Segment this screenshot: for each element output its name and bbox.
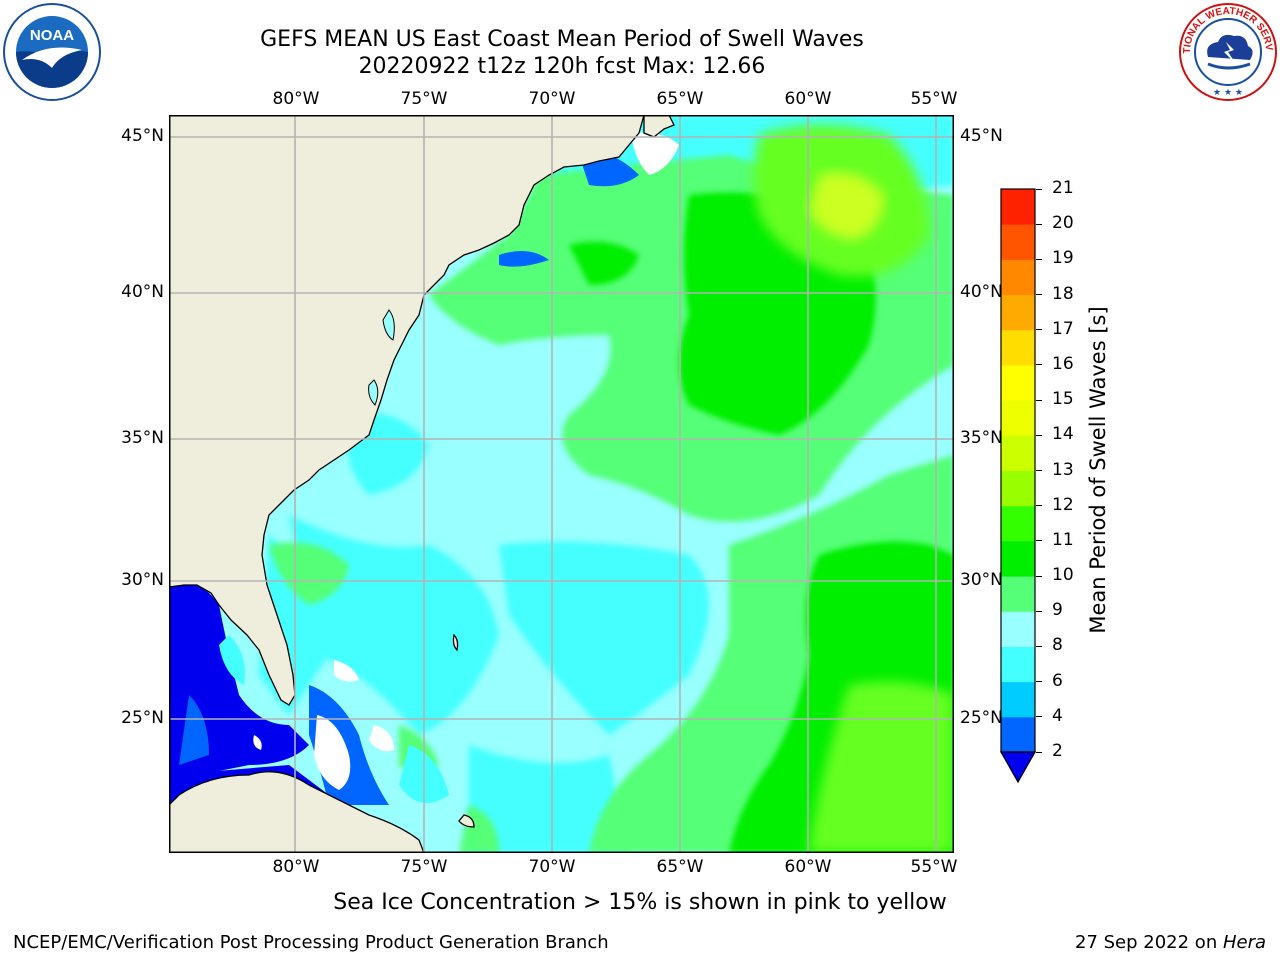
colorbar-segment <box>1001 224 1035 260</box>
lon-label-bottom-70w: 70°W <box>528 857 576 877</box>
colorbar-tick-mark <box>1036 399 1042 401</box>
colorbar-tick-mark <box>1036 188 1042 190</box>
lat-label-right-45n: 45°N <box>960 126 1003 146</box>
colorbar-segment <box>1001 329 1035 366</box>
colorbar-segment <box>1001 505 1035 542</box>
colorbar-segment <box>1001 435 1035 471</box>
swell-period-map <box>169 115 954 853</box>
colorbar-tick-label: 9 <box>1052 600 1063 621</box>
colorbar-tick-label: 11 <box>1052 529 1074 550</box>
colorbar-tick-mark <box>1036 681 1042 683</box>
inland-water <box>368 309 395 406</box>
colorbar-tick-label: 20 <box>1052 213 1074 234</box>
lat-label-right-30n: 30°N <box>960 570 1003 590</box>
lat-label-left-45n: 45°N <box>121 126 164 146</box>
footer-left: NCEP/EMC/Verification Post Processing Pr… <box>13 932 609 953</box>
colorbar-tick-label: 21 <box>1052 178 1074 198</box>
footer-date: 27 Sep 2022 on <box>1075 932 1223 953</box>
colorbar-tick-mark <box>1036 434 1042 436</box>
svg-text:★ ★ ★: ★ ★ ★ <box>1213 88 1243 98</box>
colorbar-tick-mark <box>1036 610 1042 612</box>
colorbar-tick-label: 14 <box>1052 424 1074 445</box>
colorbar-tick-label: 10 <box>1052 565 1074 586</box>
map-area <box>169 115 954 853</box>
lat-label-left-35n: 35°N <box>121 428 164 448</box>
colorbar-segment <box>1001 611 1035 647</box>
lat-label-left-40n: 40°N <box>121 282 164 302</box>
lon-label-top-65w: 65°W <box>656 89 704 109</box>
colorbar-tick-label: 4 <box>1052 705 1063 726</box>
colorbar-tick-label: 15 <box>1052 389 1074 410</box>
colorbar-segment <box>1001 259 1035 296</box>
lon-label-bottom-55w: 55°W <box>910 857 958 877</box>
lat-label-right-40n: 40°N <box>960 282 1003 302</box>
colorbar-tick-mark <box>1036 751 1042 753</box>
colorbar-tick-label: 19 <box>1052 248 1074 269</box>
lon-label-top-75w: 75°W <box>400 89 448 109</box>
sea-ice-note: Sea Ice Concentration > 15% is shown in … <box>0 890 1280 915</box>
colorbar-tick-label: 13 <box>1052 459 1074 480</box>
colorbar-tick-mark <box>1036 258 1042 260</box>
colorbar-segment <box>1001 576 1035 612</box>
lon-label-top-70w: 70°W <box>528 89 576 109</box>
lat-label-right-35n: 35°N <box>960 428 1003 448</box>
map-title: GEFS MEAN US East Coast Mean Period of S… <box>260 27 864 52</box>
lon-label-top-55w: 55°W <box>910 89 958 109</box>
lon-label-bottom-65w: 65°W <box>656 857 704 877</box>
colorbar-tick-mark <box>1036 540 1042 542</box>
colorbar <box>999 188 1037 784</box>
land-masses <box>169 115 675 853</box>
colorbar-segment <box>1001 294 1035 331</box>
colorbar-tick-label: 17 <box>1052 318 1074 339</box>
colorbar-tick-mark <box>1036 329 1042 331</box>
lon-label-bottom-60w: 60°W <box>784 857 832 877</box>
colorbar-tick-mark <box>1036 505 1042 507</box>
colorbar-segment <box>1001 681 1035 718</box>
colorbar-tick-mark <box>1036 645 1042 647</box>
noaa-logo-text: NOAA <box>30 27 74 44</box>
colorbar-under-triangle <box>999 751 1037 784</box>
swell-band-12-13s <box>809 172 884 240</box>
sea-ice-note-text: Sea Ice Concentration > 15% is shown in … <box>333 890 947 915</box>
colorbar-tick-mark <box>1036 470 1042 471</box>
nws-logo: NATIONAL WEATHER SERVICE ★ ★ ★ <box>1174 0 1278 102</box>
colorbar-tick-mark <box>1036 294 1042 296</box>
footer-host: Hera <box>1222 932 1266 953</box>
colorbar-tick-mark <box>1036 575 1042 577</box>
colorbar-segment <box>1001 540 1035 577</box>
colorbar-tick-mark <box>1036 716 1042 718</box>
colorbar-tick-mark <box>1036 364 1042 366</box>
footer-right: 27 Sep 2022 on Hera <box>1075 932 1266 953</box>
noaa-logo: NOAA <box>2 2 102 102</box>
colorbar-segment <box>1001 364 1035 401</box>
colorbar-frame <box>1000 188 1036 753</box>
colorbar-tick-label: 18 <box>1052 283 1074 304</box>
lon-label-bottom-80w: 80°W <box>272 857 320 877</box>
colorbar-segment <box>1001 400 1035 436</box>
lat-label-left-25n: 25°N <box>121 708 164 728</box>
lon-label-top-80w: 80°W <box>272 89 320 109</box>
lon-label-bottom-75w: 75°W <box>400 857 448 877</box>
graticule <box>169 115 954 853</box>
colorbar-segment <box>1001 646 1035 683</box>
colorbar-segment <box>1001 470 1035 507</box>
colorbar-tick-label: 16 <box>1052 353 1074 374</box>
colorbar-label: Mean Period of Swell Waves [s] <box>1086 306 1110 634</box>
colorbar-tick-label: 6 <box>1052 670 1063 691</box>
no-data-areas <box>253 132 679 790</box>
colorbar-tick-label: 12 <box>1052 494 1074 515</box>
lon-label-top-60w: 60°W <box>784 89 832 109</box>
colorbar-tick-label: 2 <box>1052 741 1063 761</box>
colorbar-tick-label: 8 <box>1052 635 1063 656</box>
lat-label-left-30n: 30°N <box>121 570 164 590</box>
colorbar-segment <box>1001 189 1035 225</box>
colorbar-tick-mark <box>1036 223 1042 225</box>
colorbar-segment <box>1001 716 1035 753</box>
lat-label-right-25n: 25°N <box>960 708 1003 728</box>
map-subtitle: 20220922 t12z 120h fcst Max: 12.66 <box>358 54 766 79</box>
map-frame <box>169 115 954 853</box>
